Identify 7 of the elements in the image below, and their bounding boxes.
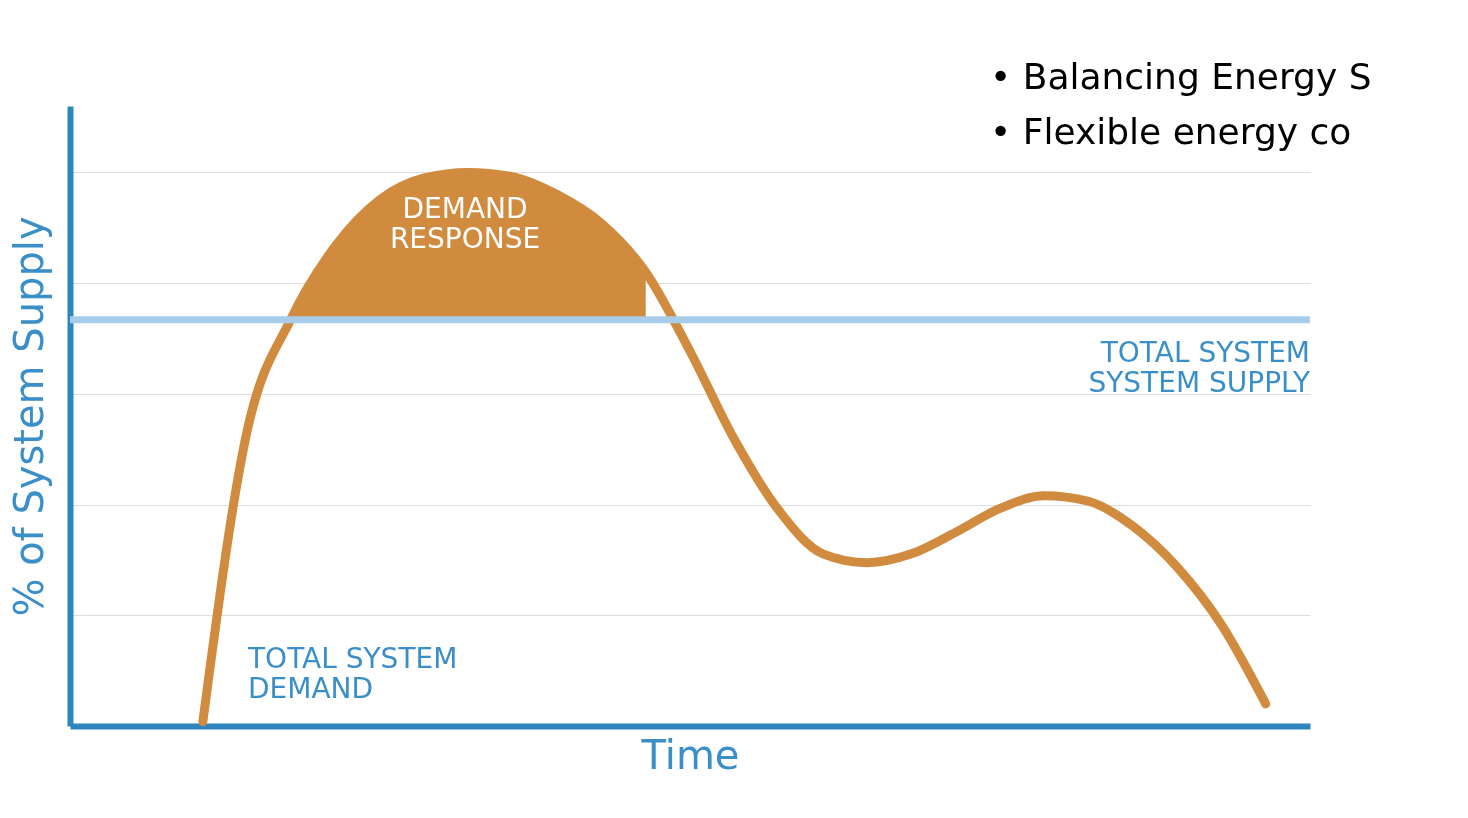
y-axis-title: % of System Supply	[5, 216, 52, 617]
annotation: DEMAND RESPONSE	[389, 192, 541, 255]
annotation: TOTAL SYSTEM DEMAND	[247, 642, 458, 705]
ref-line-label: TOTAL SYSTEM SYSTEM SUPPLY	[1088, 335, 1311, 399]
x-axis-title: Time	[640, 731, 740, 778]
text: • Flexible energy co	[990, 111, 1352, 152]
text: • Balancing Energy S	[990, 56, 1372, 97]
